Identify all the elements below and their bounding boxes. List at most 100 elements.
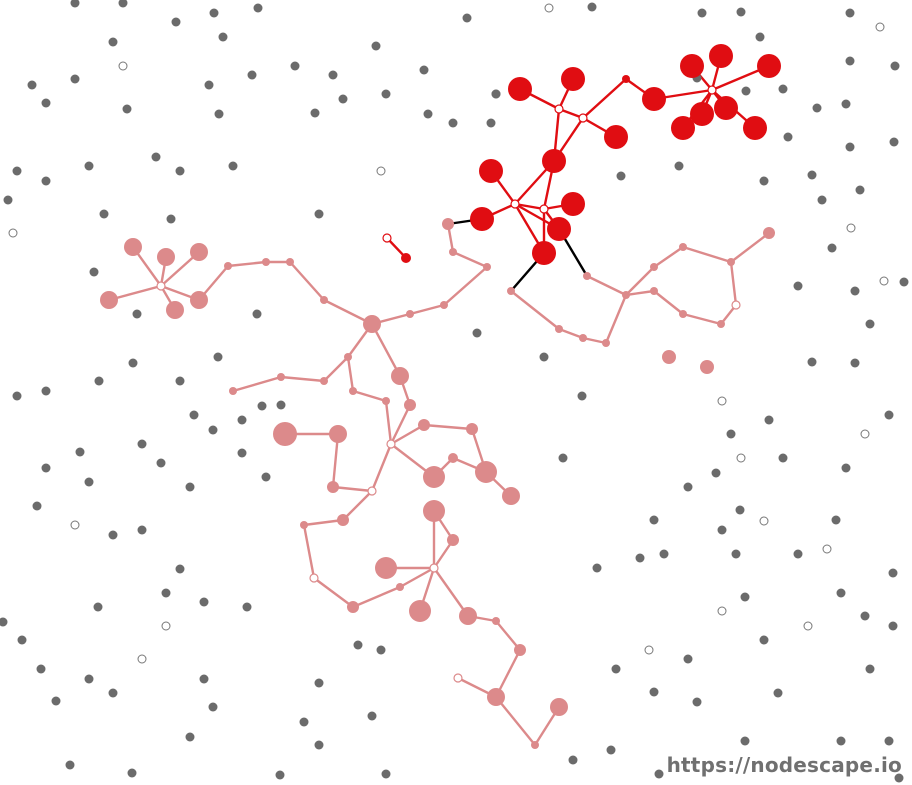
neutral-node <box>118 0 128 8</box>
pink-team-node <box>286 258 294 266</box>
pink-team-node <box>329 425 347 443</box>
neutral-node <box>592 563 602 573</box>
pink-team-node <box>466 423 478 435</box>
site-url-watermark[interactable]: https://nodescape.io <box>666 753 902 777</box>
pink-team-hub-node <box>367 486 377 496</box>
pink-team-node <box>363 315 381 333</box>
pink-team-node <box>679 310 687 318</box>
pink-team-node <box>727 258 735 266</box>
pink-team-node <box>229 387 237 395</box>
red-team-hub-node <box>539 204 549 214</box>
neutral-node <box>793 549 803 559</box>
pink-link <box>279 375 326 383</box>
pink-team-hub-node <box>429 563 439 573</box>
empty-node <box>717 606 727 616</box>
neutral-node <box>310 108 320 118</box>
red-team-hub-node <box>578 113 588 123</box>
neutral-node <box>137 439 147 449</box>
pink-team-node <box>483 263 491 271</box>
pink-team-node <box>448 453 458 463</box>
neutral-node <box>884 410 894 420</box>
red-link <box>581 77 628 120</box>
pink-team-node <box>602 339 610 347</box>
pink-team-node <box>124 238 142 256</box>
neutral-node <box>683 654 693 664</box>
neutral-node <box>175 564 185 574</box>
neutral-node <box>836 736 846 746</box>
pink-link <box>624 265 656 297</box>
red-team-node <box>622 75 630 83</box>
neutral-node <box>137 525 147 535</box>
red-team-node <box>757 54 781 78</box>
neutral-node <box>419 65 429 75</box>
red-link <box>513 202 546 211</box>
pink-team-node <box>650 263 658 271</box>
neutral-node <box>166 214 176 224</box>
neutral-node <box>486 118 496 128</box>
empty-node <box>822 544 832 554</box>
empty-node <box>118 61 128 71</box>
neutral-node <box>850 358 860 368</box>
pink-team-node <box>418 419 430 431</box>
pink-team-node <box>555 325 563 333</box>
pink-team-node <box>423 466 445 488</box>
empty-node <box>803 621 813 631</box>
neutral-node <box>41 98 51 108</box>
neutral-node <box>726 429 736 439</box>
pink-link <box>370 322 402 378</box>
neutral-node <box>740 592 750 602</box>
neutral-node <box>606 745 616 755</box>
red-team-node <box>470 207 494 231</box>
neutral-node <box>0 617 8 627</box>
pink-team-node <box>224 262 232 270</box>
pink-team-node <box>190 243 208 261</box>
neutral-node <box>290 61 300 71</box>
neutral-node <box>759 635 769 645</box>
pink-team-hub-node <box>309 573 319 583</box>
empty-node <box>879 276 889 286</box>
neutral-node <box>587 2 597 12</box>
pink-link <box>302 518 345 527</box>
pink-link <box>652 245 685 269</box>
pink-team-node <box>404 399 416 411</box>
pink-team-node <box>514 644 526 656</box>
neutral-node <box>850 286 860 296</box>
neutral-node <box>253 3 263 13</box>
neutral-node <box>845 142 855 152</box>
neutral-node <box>865 319 875 329</box>
pink-team-node <box>391 367 409 385</box>
neutral-node <box>247 70 257 80</box>
red-team-hub-node <box>554 104 564 114</box>
neutral-node <box>314 209 324 219</box>
neutral-node <box>472 328 482 338</box>
neutral-node <box>711 468 721 478</box>
red-team-hub-node <box>510 199 520 209</box>
pink-link <box>652 289 685 316</box>
neutral-node <box>94 376 104 386</box>
pink-team-node <box>679 243 687 251</box>
neutral-node <box>827 243 837 253</box>
neutral-node <box>27 80 37 90</box>
pink-team-node <box>550 698 568 716</box>
empty-node <box>875 22 885 32</box>
neutral-node <box>611 664 621 674</box>
empty-node <box>70 520 80 530</box>
neutral-node <box>353 640 363 650</box>
neutral-node <box>128 358 138 368</box>
neutral-node <box>367 711 377 721</box>
neutral-node <box>462 13 472 23</box>
neutral-node <box>764 415 774 425</box>
neutral-node <box>237 415 247 425</box>
red-team-hub-node <box>707 85 717 95</box>
neutral-node <box>185 732 195 742</box>
neutral-node <box>275 770 285 780</box>
neutral-node <box>161 588 171 598</box>
neutral-node <box>218 32 228 42</box>
neutral-node <box>84 161 94 171</box>
pink-link <box>509 289 561 331</box>
pink-link <box>451 250 489 269</box>
pink-team-node <box>300 521 308 529</box>
neutral-node <box>213 352 223 362</box>
